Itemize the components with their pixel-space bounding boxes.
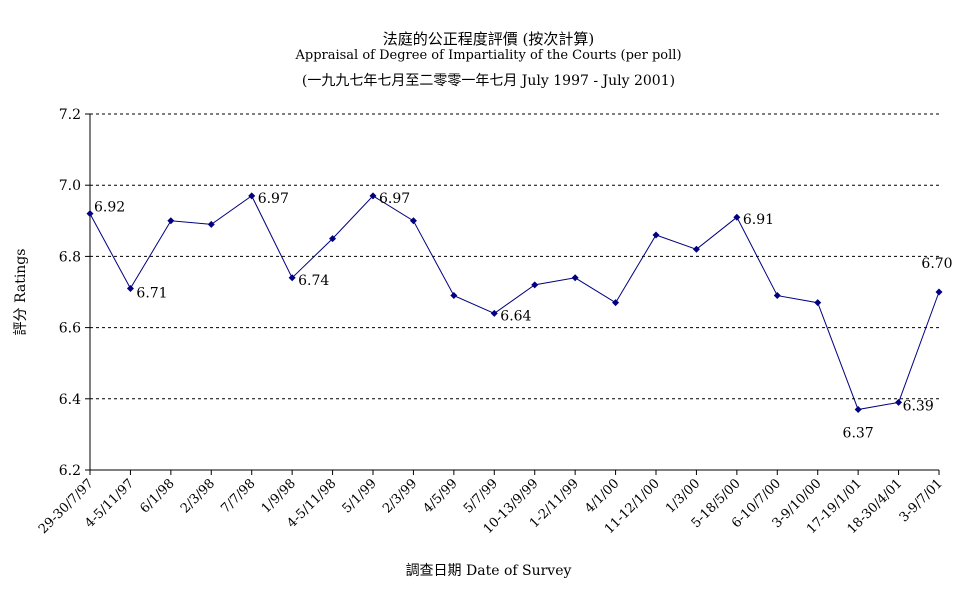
data-point bbox=[490, 309, 498, 317]
data-point bbox=[531, 281, 539, 289]
chart-subtitle: Appraisal of Degree of Impartiality of t… bbox=[295, 48, 682, 63]
data-point bbox=[652, 231, 660, 239]
y-tick-label: 6.4 bbox=[59, 392, 81, 408]
data-point bbox=[207, 220, 215, 228]
data-point bbox=[409, 217, 417, 225]
y-tick-label: 7.0 bbox=[59, 178, 81, 194]
x-tick-label: 2/3/99 bbox=[380, 476, 420, 516]
y-axis-label: 評分 Ratings bbox=[13, 248, 29, 336]
x-tick-label: 6/1/98 bbox=[137, 476, 177, 516]
data-point bbox=[571, 274, 579, 282]
x-tick-label: 1/9/98 bbox=[259, 476, 299, 516]
data-label: 6.71 bbox=[136, 285, 167, 301]
x-tick-label: 29-30/7/97 bbox=[36, 476, 97, 537]
data-point bbox=[288, 274, 296, 282]
data-point bbox=[854, 405, 862, 413]
data-label: 6.97 bbox=[379, 191, 410, 207]
x-tick-label: 5/1/99 bbox=[340, 476, 380, 516]
data-label: 6.70 bbox=[921, 256, 952, 272]
x-tick-label: 4/5/99 bbox=[420, 476, 460, 516]
data-point bbox=[167, 217, 175, 225]
data-point bbox=[248, 192, 256, 200]
x-tick-label: 3-9/7/01 bbox=[897, 476, 946, 525]
data-label: 6.39 bbox=[903, 398, 934, 414]
x-tick-label: 2/3/98 bbox=[178, 476, 218, 516]
x-axis-label: 調查日期 Date of Survey bbox=[405, 563, 572, 579]
y-tick-label: 6.2 bbox=[59, 463, 81, 479]
data-point bbox=[329, 235, 337, 243]
data-point bbox=[612, 299, 620, 307]
data-point bbox=[935, 288, 943, 296]
data-point bbox=[895, 398, 903, 406]
data-point bbox=[773, 292, 781, 300]
data-label: 6.37 bbox=[843, 425, 874, 441]
data-point bbox=[86, 210, 94, 218]
data-label: 6.64 bbox=[500, 308, 531, 324]
data-point bbox=[450, 292, 458, 300]
data-label: 6.74 bbox=[298, 273, 329, 289]
data-label: 6.91 bbox=[743, 212, 774, 228]
y-tick-label: 7.2 bbox=[59, 107, 81, 123]
y-tick-label: 6.6 bbox=[59, 321, 81, 337]
data-label: 6.92 bbox=[94, 200, 125, 216]
chart-title: 法庭的公正程度評價 (按次計算) bbox=[382, 30, 595, 48]
y-tick-label: 6.8 bbox=[59, 249, 81, 265]
x-tick-label: 5/7/99 bbox=[461, 476, 501, 516]
x-tick-label: 1/3/00 bbox=[663, 476, 703, 516]
chart-date-range: (一九九七年七月至二零零一年七月 July 1997 - July 2001) bbox=[301, 73, 676, 89]
series-line bbox=[89, 195, 940, 411]
data-point bbox=[126, 284, 134, 292]
data-label: 6.97 bbox=[258, 191, 289, 207]
data-point bbox=[733, 213, 741, 221]
data-point bbox=[814, 299, 822, 307]
x-tick-label: 7/7/98 bbox=[218, 476, 258, 516]
data-point bbox=[369, 192, 377, 200]
x-tick-label: 4/1/00 bbox=[582, 476, 622, 516]
data-point bbox=[692, 245, 700, 253]
